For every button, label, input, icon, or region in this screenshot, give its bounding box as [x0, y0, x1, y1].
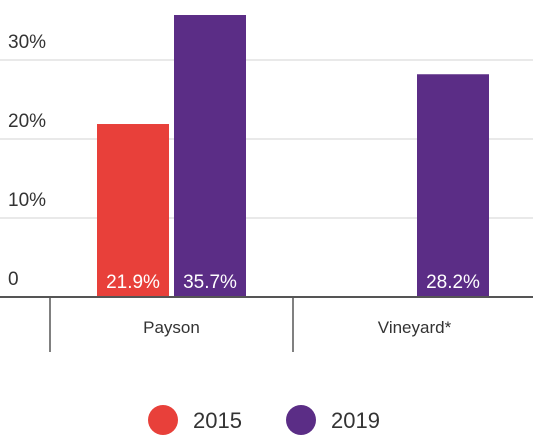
bar — [174, 15, 246, 298]
bar — [417, 74, 489, 297]
y-tick-label: 0 — [8, 269, 19, 290]
legend-label: 2019 — [331, 408, 380, 433]
x-tick-label: Vineyard* — [378, 318, 452, 337]
y-tick-label: 20% — [8, 111, 46, 132]
y-tick-label: 30% — [8, 32, 46, 53]
legend-label: 2015 — [193, 408, 242, 433]
x-tick-label: Payson — [143, 318, 200, 337]
value-label: 35.7% — [183, 272, 237, 293]
y-tick-label: 10% — [8, 190, 46, 211]
bar — [97, 124, 169, 297]
value-label: 28.2% — [426, 272, 480, 293]
legend-swatch — [148, 405, 178, 435]
legend-swatch — [286, 405, 316, 435]
value-label: 21.9% — [106, 272, 160, 293]
